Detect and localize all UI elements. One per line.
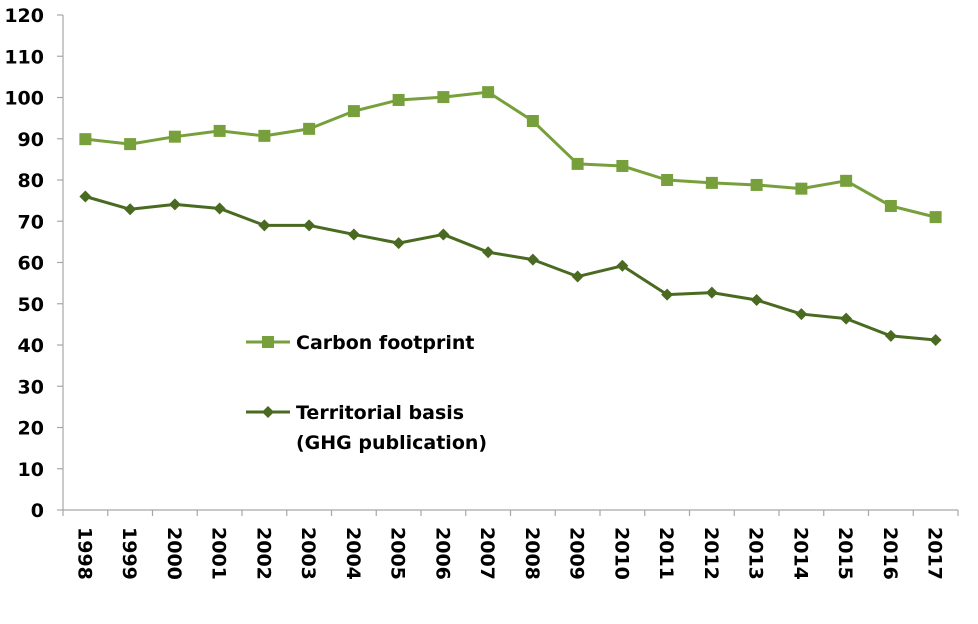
x-tick-label: 2004 [342,527,364,580]
legend-item: Territorial basis (GHG publication) [246,402,487,454]
data-point [840,174,853,187]
legend-label: Carbon footprint [296,332,474,354]
data-point [213,124,226,137]
data-point [168,198,181,211]
y-tick-label: 70 [18,211,44,233]
data-point [526,253,539,266]
y-axis-ticks: 0 10 20 30 40 50 60 70 80 90 100 110 120 [4,5,63,522]
y-tick-label: 50 [18,294,44,316]
x-tick-label: 2013 [745,527,767,580]
series-carbon-footprint [79,86,942,224]
legend-marker-swatch [262,336,274,348]
data-point [840,312,853,325]
data-point [482,246,495,259]
data-point [705,176,718,189]
x-tick-label: 2002 [252,527,274,580]
data-point [258,129,271,142]
y-tick-label: 80 [18,170,44,192]
data-point [437,228,450,241]
data-point [124,138,137,151]
legend-item: Carbon footprint [246,332,474,354]
x-axis-ticks: 1998 1999 2000 2001 2002 2003 2004 2005 2006 2007… [62,510,959,580]
data-point [884,199,897,212]
data-point [392,237,405,250]
data-point [482,86,495,99]
axes [62,15,958,511]
data-point [795,308,808,321]
x-tick-label: 2003 [297,527,319,580]
data-point [347,105,360,118]
legend: Carbon footprint Territorial basis (GHG pu… [246,332,487,454]
data-point [392,93,405,106]
legend-marker-swatch [262,406,274,418]
data-point [795,182,808,195]
y-tick-label: 10 [18,459,44,481]
data-point [750,178,763,191]
y-tick-label: 90 [18,129,44,151]
data-point [571,270,584,283]
data-point [884,329,897,342]
series-line [85,90,936,219]
x-tick-label: 2010 [610,527,632,580]
data-point [79,133,92,146]
x-tick-label: 2012 [700,527,722,580]
x-tick-label: 2005 [387,527,409,580]
data-point [616,259,629,272]
data-point [347,228,360,241]
x-tick-label: 2016 [879,527,901,580]
data-point [124,203,137,216]
x-tick-label: 2009 [566,527,588,580]
x-tick-label: 2011 [655,527,677,580]
data-point [571,157,584,170]
x-tick-label: 2015 [834,527,856,580]
x-tick-label: 2014 [789,527,811,580]
series-territorial-basis [79,190,942,347]
data-point [616,159,629,172]
x-tick-label: 2017 [924,527,946,580]
data-point [929,334,942,347]
data-point [929,211,942,224]
data-point [750,294,763,307]
data-point [303,122,316,135]
y-tick-label: 40 [18,335,44,357]
series-layer [79,86,942,347]
data-point [661,288,674,301]
y-tick-label: 20 [18,418,44,440]
legend-label: (GHG publication) [296,432,487,454]
x-tick-label: 2000 [163,527,185,580]
data-point [258,219,271,232]
y-tick-label: 30 [18,376,44,398]
data-point [437,91,450,104]
x-tick-label: 2007 [476,527,498,580]
x-tick-label: 2006 [431,527,453,580]
y-tick-label: 110 [4,46,44,68]
data-point [705,286,718,299]
legend-label: Territorial basis [296,402,464,424]
y-tick-label: 60 [18,253,44,275]
data-point [303,219,316,232]
x-tick-label: 2008 [521,527,543,580]
data-point [79,190,92,203]
series-line [84,195,936,342]
y-tick-label: 100 [4,88,44,110]
data-point [168,130,181,143]
x-tick-label: 1999 [118,527,140,580]
data-point [526,115,539,128]
data-point [661,174,674,186]
x-tick-label: 2001 [208,527,230,580]
y-tick-label: 0 [31,500,44,522]
y-tick-label: 120 [4,5,44,27]
data-point [213,202,226,215]
x-tick-label: 1998 [73,527,95,580]
